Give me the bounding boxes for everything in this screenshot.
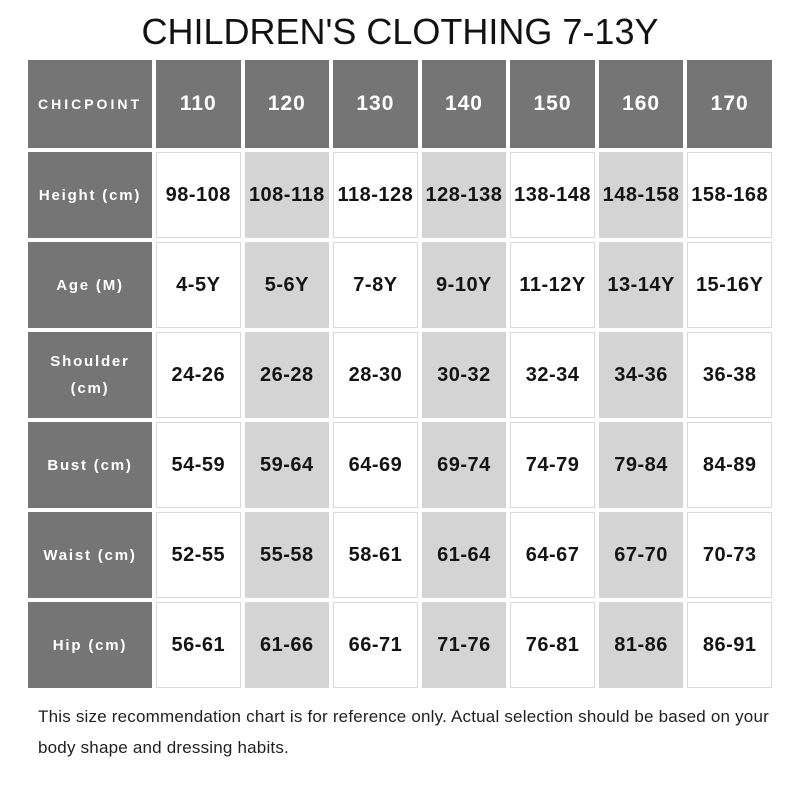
size-header-cell: 110 <box>156 60 241 148</box>
size-value-cell: 66-71 <box>333 602 418 688</box>
size-value-cell: 5-6Y <box>244 242 330 328</box>
size-value-cell: 108-118 <box>244 152 330 238</box>
size-value-cell: 9-10Y <box>421 242 507 328</box>
size-value-cell: 67-70 <box>598 512 684 598</box>
size-value-cell: 34-36 <box>598 332 684 418</box>
size-value-cell: 118-128 <box>333 152 418 238</box>
row-label-cell: Bust (cm) <box>28 422 152 508</box>
size-value-cell: 64-69 <box>333 422 418 508</box>
size-value-cell: 138-148 <box>510 152 595 238</box>
size-value-cell: 61-66 <box>244 602 330 688</box>
size-value-cell: 74-79 <box>510 422 595 508</box>
size-header-cell: 130 <box>333 60 418 148</box>
size-value-cell: 13-14Y <box>598 242 684 328</box>
size-value-cell: 32-34 <box>510 332 595 418</box>
size-value-cell: 70-73 <box>687 512 772 598</box>
table-row: Waist (cm) 52-55 55-58 58-61 61-64 64-67 67-70… <box>28 512 772 598</box>
size-header-cell: 160 <box>598 60 684 148</box>
size-value-cell: 81-86 <box>598 602 684 688</box>
size-header-cell: 140 <box>421 60 507 148</box>
size-value-cell: 54-59 <box>156 422 241 508</box>
size-value-cell: 24-26 <box>156 332 241 418</box>
size-value-cell: 59-64 <box>244 422 330 508</box>
table-row: Hip (cm) 56-61 61-66 66-71 71-76 76-81 81-86 86… <box>28 602 772 688</box>
size-value-cell: 55-58 <box>244 512 330 598</box>
size-value-cell: 158-168 <box>687 152 772 238</box>
table-header: CHICPOINT 110 120 130 140 150 160 170 <box>28 60 772 148</box>
table-row: Shoulder (cm) 24-26 26-28 28-30 30-32 32-34 34… <box>28 332 772 418</box>
row-label-cell: Shoulder (cm) <box>28 332 152 418</box>
size-value-cell: 84-89 <box>687 422 772 508</box>
table-body: Height (cm) 98-108 108-118 118-128 128-138 13… <box>28 152 772 688</box>
size-value-cell: 61-64 <box>421 512 507 598</box>
size-value-cell: 30-32 <box>421 332 507 418</box>
size-value-cell: 86-91 <box>687 602 772 688</box>
size-value-cell: 15-16Y <box>687 242 772 328</box>
table-row: Height (cm) 98-108 108-118 118-128 128-138 13… <box>28 152 772 238</box>
size-value-cell: 58-61 <box>333 512 418 598</box>
size-value-cell: 56-61 <box>156 602 241 688</box>
header-row: CHICPOINT 110 120 130 140 150 160 170 <box>28 60 772 148</box>
table-row: Bust (cm) 54-59 59-64 64-69 69-74 74-79 79-84 8… <box>28 422 772 508</box>
size-value-cell: 52-55 <box>156 512 241 598</box>
size-value-cell: 128-138 <box>421 152 507 238</box>
table-row: Age (M) 4-5Y 5-6Y 7-8Y 9-10Y 11-12Y 13-14Y 15-1… <box>28 242 772 328</box>
size-value-cell: 79-84 <box>598 422 684 508</box>
size-value-cell: 64-67 <box>510 512 595 598</box>
size-value-cell: 36-38 <box>687 332 772 418</box>
size-value-cell: 71-76 <box>421 602 507 688</box>
size-value-cell: 26-28 <box>244 332 330 418</box>
row-label-cell: Hip (cm) <box>28 602 152 688</box>
footer-note: This size recommendation chart is for re… <box>38 707 769 757</box>
size-value-cell: 28-30 <box>333 332 418 418</box>
size-value-cell: 7-8Y <box>333 242 418 328</box>
size-value-cell: 4-5Y <box>156 242 241 328</box>
row-label-cell: Waist (cm) <box>28 512 152 598</box>
size-header-cell: 170 <box>687 60 772 148</box>
size-header-cell: 150 <box>510 60 595 148</box>
size-chart-table: CHICPOINT 110 120 130 140 150 160 170 Height (… <box>24 56 776 692</box>
brand-header-cell: CHICPOINT <box>28 60 152 148</box>
size-header-cell: 120 <box>244 60 330 148</box>
page-title: CHILDREN'S CLOTHING 7-13Y <box>141 11 659 52</box>
size-value-cell: 76-81 <box>510 602 595 688</box>
row-label-cell: Height (cm) <box>28 152 152 238</box>
size-value-cell: 148-158 <box>598 152 684 238</box>
row-label-cell: Age (M) <box>28 242 152 328</box>
size-value-cell: 69-74 <box>421 422 507 508</box>
size-value-cell: 11-12Y <box>510 242 595 328</box>
size-value-cell: 98-108 <box>156 152 241 238</box>
